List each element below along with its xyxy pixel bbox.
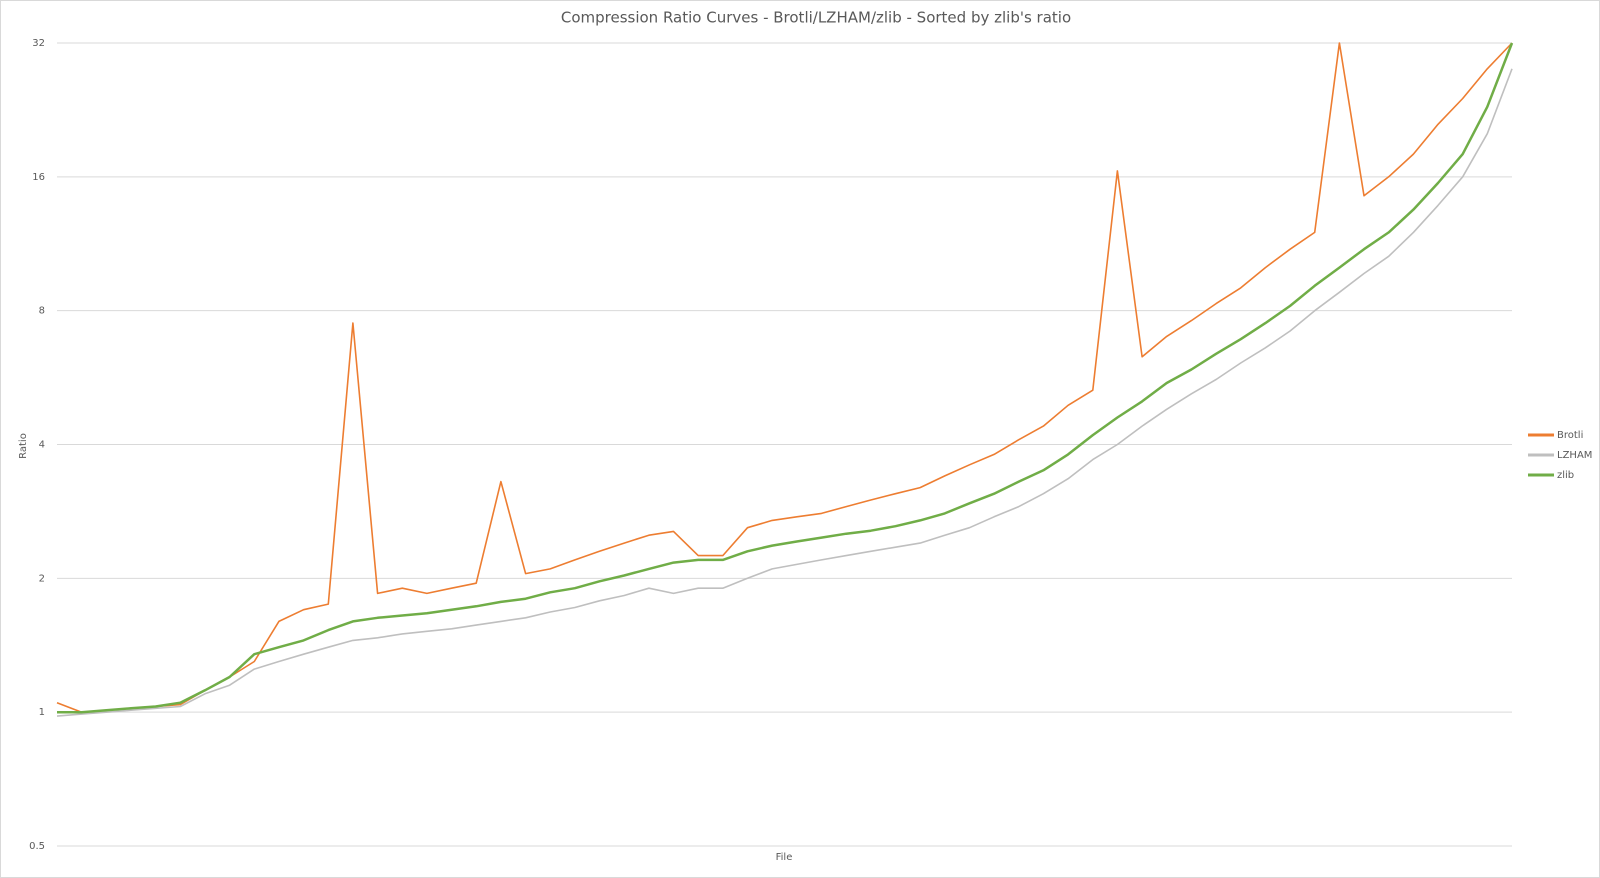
legend-label: Brotli xyxy=(1557,430,1583,441)
y-tick-label: 32 xyxy=(32,38,45,49)
y-tick-label: 0.5 xyxy=(29,841,45,852)
legend-label: zlib xyxy=(1557,470,1574,481)
line-series xyxy=(56,42,1513,713)
y-tick-label: 8 xyxy=(39,306,45,317)
y-tick-label: 2 xyxy=(39,573,45,584)
chart-title: Compression Ratio Curves - Brotli/LZHAM/… xyxy=(561,9,1071,27)
legend-label: LZHAM xyxy=(1557,450,1592,461)
y-tick-label: 4 xyxy=(39,440,45,451)
line-series xyxy=(56,68,1513,717)
y-axis-label: Ratio xyxy=(18,433,29,459)
x-axis-label: File xyxy=(776,852,793,863)
line-series xyxy=(57,42,1514,714)
y-tick-label: 1 xyxy=(39,707,45,718)
y-tick-label: 16 xyxy=(32,172,45,183)
